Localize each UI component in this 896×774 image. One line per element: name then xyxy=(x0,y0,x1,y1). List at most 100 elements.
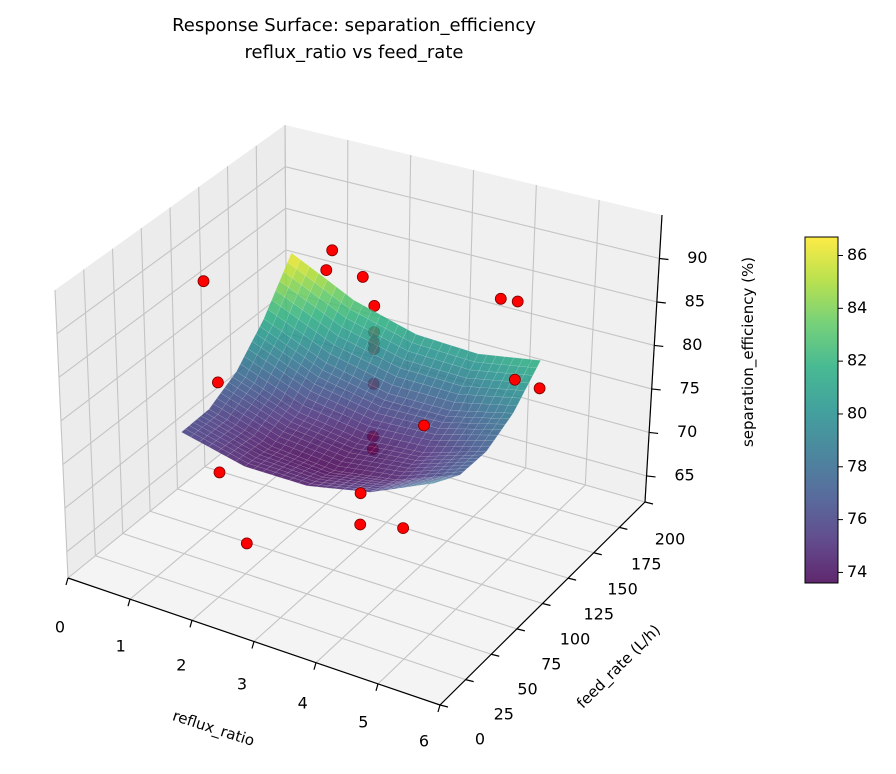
y-tick-label: 200 xyxy=(655,530,686,549)
data-point xyxy=(197,275,210,288)
gridline-y-floor xyxy=(149,510,518,630)
surface-facet xyxy=(511,389,526,399)
data-point xyxy=(533,382,546,395)
x-tick xyxy=(251,641,255,649)
x-tick xyxy=(127,599,131,607)
data-point xyxy=(418,419,430,432)
surface-facet xyxy=(515,382,530,391)
y-tick xyxy=(619,526,628,530)
z-tick xyxy=(646,475,656,478)
surface-facet xyxy=(499,412,514,420)
z-tick xyxy=(656,301,666,304)
y-tick xyxy=(644,501,654,505)
data-point xyxy=(368,299,381,312)
z-tick-label: 75 xyxy=(680,378,700,397)
gridline-z-back xyxy=(285,249,655,346)
y-tick xyxy=(516,628,526,632)
gridline-y-left xyxy=(54,289,69,579)
y-tick xyxy=(567,577,577,581)
data-point xyxy=(320,264,333,277)
z-axis-line xyxy=(644,214,663,503)
x-axis-label: reflux_ratio xyxy=(170,707,257,751)
y-tick xyxy=(465,679,474,683)
chart-title: Response Surface: separation_efficiency xyxy=(172,15,536,36)
z-tick-label: 65 xyxy=(674,465,694,484)
gridline-y-floor xyxy=(204,466,569,579)
gridline-y-left xyxy=(83,269,96,556)
y-tick-label: 175 xyxy=(631,555,662,574)
x-tick-label: 1 xyxy=(116,637,126,656)
gridline-y-floor xyxy=(95,555,466,681)
data-point xyxy=(511,295,524,308)
gridline-y-left xyxy=(111,248,124,534)
response-surface xyxy=(180,252,542,493)
colorbar-tick-label: 86 xyxy=(847,245,867,264)
x-tick-label: 0 xyxy=(55,618,65,637)
x-tick xyxy=(375,683,379,691)
colorbar-tick-label: 76 xyxy=(847,509,867,528)
y-tick-label: 100 xyxy=(560,630,591,649)
data-point xyxy=(494,292,507,305)
colorbar-tick-label: 80 xyxy=(847,403,867,422)
surface-facet xyxy=(476,445,491,453)
gridline-z-back xyxy=(285,166,660,260)
gridline-z-back xyxy=(285,207,657,303)
gridline-y-floor xyxy=(122,532,492,655)
floor-pane xyxy=(68,400,645,705)
x-tick-label: 2 xyxy=(176,656,186,675)
x-tick xyxy=(437,704,441,713)
y-tick-label: 50 xyxy=(517,680,537,699)
surface-facet xyxy=(480,440,495,447)
z-tick-label: 80 xyxy=(682,335,702,354)
data-point xyxy=(509,373,521,386)
data-point xyxy=(211,376,224,389)
z-tick xyxy=(651,388,661,391)
x-tick xyxy=(189,620,193,628)
gridline-z-left xyxy=(60,249,287,422)
data-point xyxy=(356,270,369,283)
z-axis-label: separation_efficiency (%) xyxy=(739,257,758,447)
x-tick-label: 3 xyxy=(237,675,247,694)
y-tick-label: 75 xyxy=(541,655,561,674)
y-tick-label: 150 xyxy=(607,580,638,599)
x-tick-label: 4 xyxy=(298,694,308,713)
gridline-z-left xyxy=(62,291,287,465)
data-point xyxy=(354,518,367,531)
x-tick xyxy=(65,577,69,586)
colorbar-tick-label: 78 xyxy=(847,456,867,475)
z-tick-label: 85 xyxy=(685,291,705,310)
colorbar-tick-label: 82 xyxy=(847,351,867,370)
z-tick-label: 90 xyxy=(687,248,707,267)
scatter-points-front xyxy=(197,244,546,550)
z-tick xyxy=(654,344,664,348)
chart-subtitle: reflux_ratio vs feed_rate xyxy=(245,42,464,63)
z-tick-label: 70 xyxy=(677,422,697,441)
colorbar-tick-label: 84 xyxy=(847,298,867,317)
y-tick-label: 125 xyxy=(583,605,614,624)
gridline-y-left xyxy=(169,207,179,490)
gridline-z-left xyxy=(58,207,286,378)
data-point xyxy=(354,487,367,500)
surface-facet xyxy=(496,418,510,425)
surface-facet xyxy=(424,481,438,485)
y-tick xyxy=(542,602,551,607)
y-tick xyxy=(439,704,449,708)
x-tick-label: 6 xyxy=(419,732,429,751)
data-point xyxy=(240,537,253,550)
y-tick-label: 0 xyxy=(475,730,485,749)
y-tick xyxy=(593,552,602,556)
data-point xyxy=(213,466,226,479)
data-point xyxy=(397,522,410,534)
y-tick xyxy=(491,653,500,657)
colorbar: 74 76 78 80 82 84 86 xyxy=(804,236,867,584)
gridline-y-floor xyxy=(177,488,543,605)
gridline-x-back xyxy=(584,199,600,486)
data-point xyxy=(326,244,339,257)
z-tick xyxy=(659,257,669,261)
axis-lines xyxy=(65,214,669,713)
x-tick-label: 5 xyxy=(358,713,368,732)
colorbar-tick-label: 74 xyxy=(847,562,867,581)
surface-facet xyxy=(443,475,457,479)
